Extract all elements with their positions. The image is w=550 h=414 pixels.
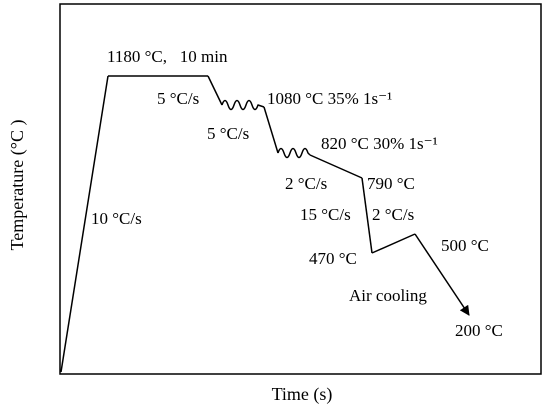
label-temp-470: 470 °C	[309, 249, 357, 268]
cooling-segment-4	[361, 177, 373, 254]
rough-rolling-wave	[221, 99, 265, 111]
process-path	[60, 75, 470, 373]
label-temp-200: 200 °C	[455, 321, 503, 340]
label-soak: 1180 °C, 10 min	[107, 47, 228, 66]
label-rough-pass: 1080 °C 35% 1s⁻¹	[267, 89, 392, 108]
y-axis-title: Temperature (°C )	[7, 120, 28, 251]
x-axis-title: Time (s)	[272, 384, 333, 405]
reheat-segment	[371, 233, 416, 254]
label-cool-rate-2: 5 °C/s	[207, 124, 249, 143]
plot-frame	[59, 3, 542, 375]
label-reheat-rate: 10 °C/s	[91, 209, 142, 228]
label-cool-rate-1: 5 °C/s	[157, 89, 199, 108]
label-heat-rate-5: 2 °C/s	[372, 205, 414, 224]
cooling-segment-2	[263, 106, 279, 154]
reheating-segment	[60, 75, 109, 373]
label-cool-rate-4: 15 °C/s	[300, 205, 351, 224]
air-cooling-segment	[414, 233, 470, 316]
finish-rolling-wave	[277, 147, 311, 159]
label-air-cooling: Air cooling	[349, 286, 427, 305]
label-cool-rate-3: 2 °C/s	[285, 174, 327, 193]
label-temp-790: 790 °C	[367, 174, 415, 193]
label-temp-500: 500 °C	[441, 236, 489, 255]
label-finish-pass: 820 °C 30% 1s⁻¹	[321, 134, 438, 153]
cooling-segment-1	[207, 75, 223, 106]
cooling-segment-3	[309, 154, 363, 179]
